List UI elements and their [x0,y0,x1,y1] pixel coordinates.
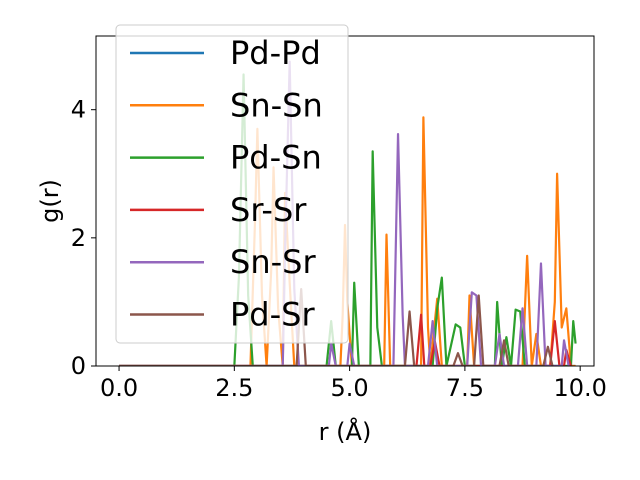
y-tick-label: 4 [71,96,86,124]
series-line-sr-sr [119,313,572,366]
x-axis-ticks: 0.0 2.5 5.0 7.5 10.0 [100,366,607,402]
legend-label-sn-sn: Sn-Sn [230,86,323,124]
legend-label-pd-pd: Pd-Pd [230,34,321,72]
legend-label-sn-sr: Sn-Sr [230,243,316,281]
x-tick-label: 5.0 [331,374,369,402]
legend: Pd-Pd Sn-Sn Pd-Sn Sr-Sr Sn-Sr Pd-Sr [115,24,349,344]
series-line-sn-sr [119,60,570,366]
y-tick-label: 0 [71,352,86,380]
x-axis-label: r (Å) [319,417,372,446]
legend-entries: Pd-Pd Sn-Sn Pd-Sn Sr-Sr Sn-Sr Pd-Sr [130,34,323,334]
x-tick-label: 10.0 [553,374,606,402]
legend-label-pd-sn: Pd-Sn [230,139,322,177]
x-tick-label: 2.5 [215,374,253,402]
x-tick-label: 7.5 [446,374,484,402]
x-tick-label: 0.0 [100,374,138,402]
y-axis-label: g(r) [36,179,64,223]
legend-label-pd-sr: Pd-Sr [230,296,315,334]
y-tick-label: 2 [71,224,86,252]
legend-label-sr-sr: Sr-Sr [230,191,307,229]
y-axis-ticks: 0 2 4 [71,96,96,380]
